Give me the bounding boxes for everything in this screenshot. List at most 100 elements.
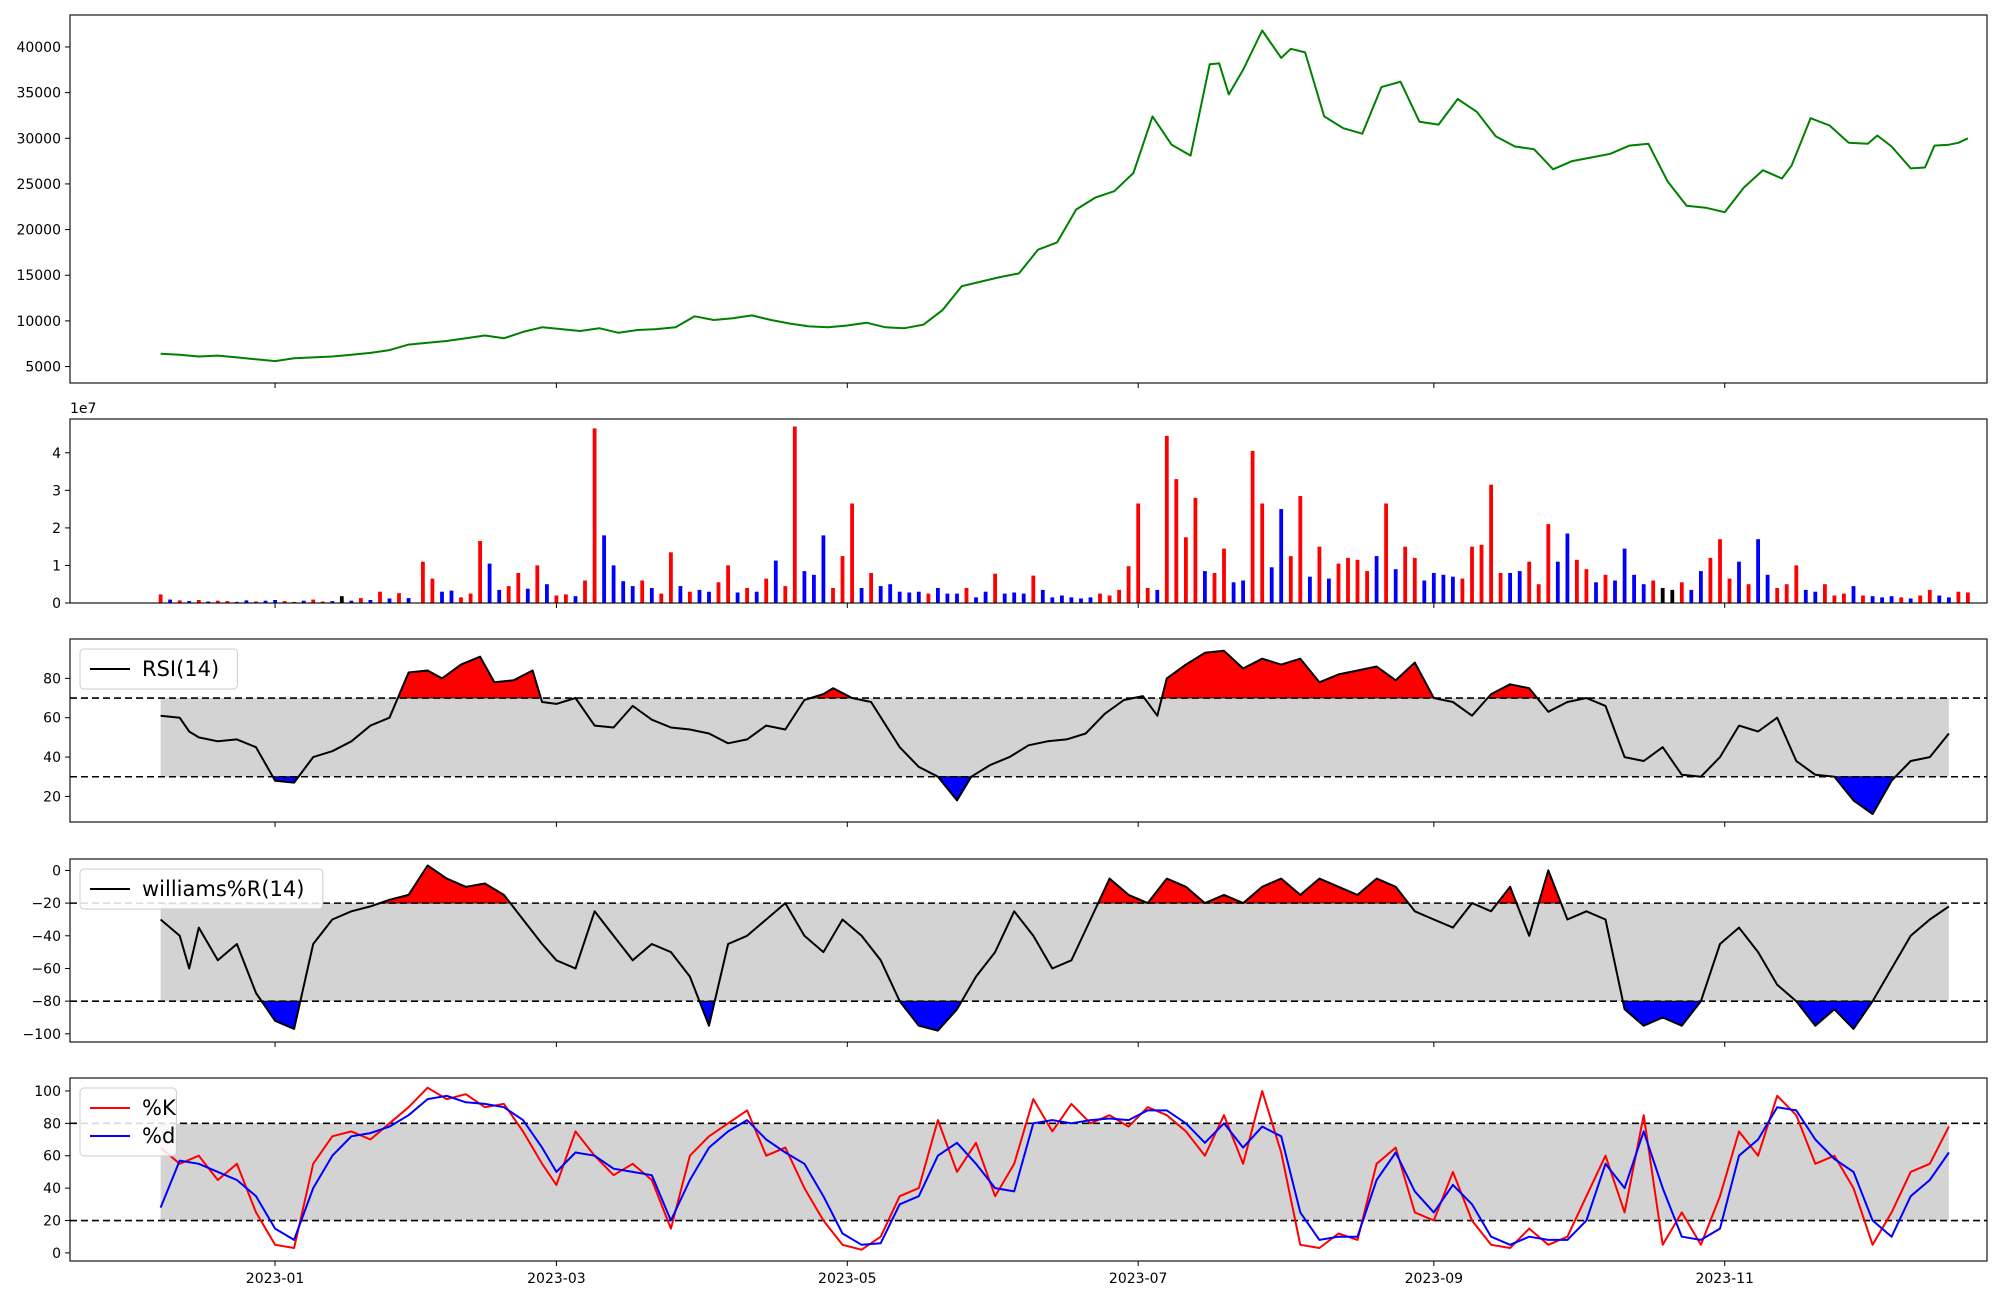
legend-box (79, 648, 238, 690)
y-tick-label: 30000 (16, 131, 61, 147)
volume-bar (678, 586, 683, 603)
volume-bar (936, 588, 940, 603)
volume-bar (630, 586, 635, 603)
y-tick-label: 60 (43, 1149, 61, 1165)
volume-bar (387, 598, 392, 603)
volume-bar (583, 580, 587, 603)
volume-bar (1145, 588, 1150, 603)
volume-bar (1927, 589, 1932, 603)
volume-bar (716, 582, 721, 603)
stochastic-series-line (159, 1086, 1950, 1251)
volume-bar (907, 592, 912, 603)
volume-bar (1031, 575, 1036, 603)
volume-bar (1365, 571, 1369, 603)
volume-bar (554, 595, 559, 603)
volume-bar (602, 535, 606, 603)
volume-bar (301, 600, 306, 603)
volume-bar (1269, 567, 1274, 603)
volume-bar (1498, 573, 1503, 603)
volume-bar (1384, 503, 1388, 603)
volume-bar (1222, 548, 1226, 603)
volume-bar (1164, 435, 1169, 603)
x-tick-label: 2023-09 (1405, 1271, 1464, 1287)
volume-bar (878, 586, 883, 603)
volume-bar (516, 573, 521, 603)
volume-bar (1012, 592, 1017, 603)
volume-bar (1727, 578, 1732, 603)
volume-bar (783, 586, 788, 603)
volume-bar (1594, 582, 1598, 603)
y-tick-label: −40 (31, 929, 61, 945)
volume-bar (1508, 573, 1512, 603)
volume-bar (1126, 566, 1131, 603)
volume-bar (1489, 484, 1493, 603)
volume-bar (697, 589, 702, 603)
volume-bar (1775, 588, 1780, 603)
volume-bar (1317, 546, 1322, 603)
volume-bar (1947, 597, 1951, 603)
volume-bar (1374, 556, 1379, 603)
y-tick-label: 100 (34, 1084, 61, 1100)
volume-bar (735, 592, 740, 603)
volume-frame (69, 418, 1988, 604)
y-tick-label: 40000 (16, 40, 61, 56)
volume-bar (1327, 578, 1331, 603)
volume-bar (311, 599, 316, 603)
volume-bar (368, 600, 373, 603)
volume-bar (611, 565, 616, 603)
williams-band (160, 903, 1949, 1002)
y-tick-label: −60 (31, 961, 61, 977)
volume-bar (1346, 557, 1350, 603)
stochastic-legend: %K %d (79, 1087, 177, 1157)
y-tick-label: 40 (43, 750, 61, 766)
legend-label: RSI(14) (142, 657, 219, 681)
volume-bar (974, 597, 978, 603)
volume-bar (1966, 592, 1970, 603)
williams-panel: −100 −80 −60 −40 −20 0 williams%R(14) (23, 858, 1988, 1047)
williams-series-line (159, 864, 1950, 1032)
y-tick-label: −100 (23, 1027, 61, 1043)
volume-bar (339, 596, 344, 603)
volume-bar (1002, 593, 1007, 603)
volume-bar (478, 541, 482, 603)
volume-bar (1527, 561, 1532, 603)
volume-bar (449, 590, 454, 603)
y-tick-label: 3 (52, 483, 61, 499)
volume-bar (1536, 584, 1541, 603)
volume-bar (1794, 565, 1799, 603)
x-tick-label: 2023-07 (1109, 1271, 1168, 1287)
volume-bar (1555, 561, 1560, 603)
y-tick-label: 20 (43, 1214, 61, 1230)
volume-bar (745, 588, 749, 603)
volume-bar (378, 591, 382, 603)
volume-bar (1823, 584, 1827, 603)
y-tick-label: 0 (52, 596, 61, 612)
volume-bar (764, 578, 769, 603)
volume-panel: 1e7 0 1 2 3 4 (52, 401, 1988, 612)
x-tick-label: 2023-05 (818, 1271, 877, 1287)
volume-bar (1861, 595, 1865, 603)
rsi-band (160, 698, 1949, 777)
volume-bar (1212, 573, 1217, 603)
volume-bar (1813, 591, 1818, 603)
volume-bar (1203, 571, 1207, 603)
volume-bar (688, 591, 692, 603)
price-series-line (160, 29, 1969, 363)
volume-bar (1021, 593, 1026, 603)
volume-bar (945, 593, 950, 603)
y-tick-label: 4 (52, 446, 61, 462)
volume-bar (1336, 563, 1341, 603)
volume-bar (421, 561, 425, 603)
volume-bar (888, 584, 893, 603)
volume-bar (964, 588, 969, 603)
volume-bar (1136, 503, 1141, 603)
legend-box (79, 1087, 177, 1157)
volume-bar (564, 594, 568, 603)
volume-bar (1546, 524, 1551, 603)
legend-label: williams%R(14) (142, 877, 304, 901)
legend-box (79, 868, 324, 910)
volume-bar (1746, 584, 1751, 603)
y-tick-label: 80 (43, 1116, 61, 1132)
volume-bar (1575, 559, 1579, 603)
